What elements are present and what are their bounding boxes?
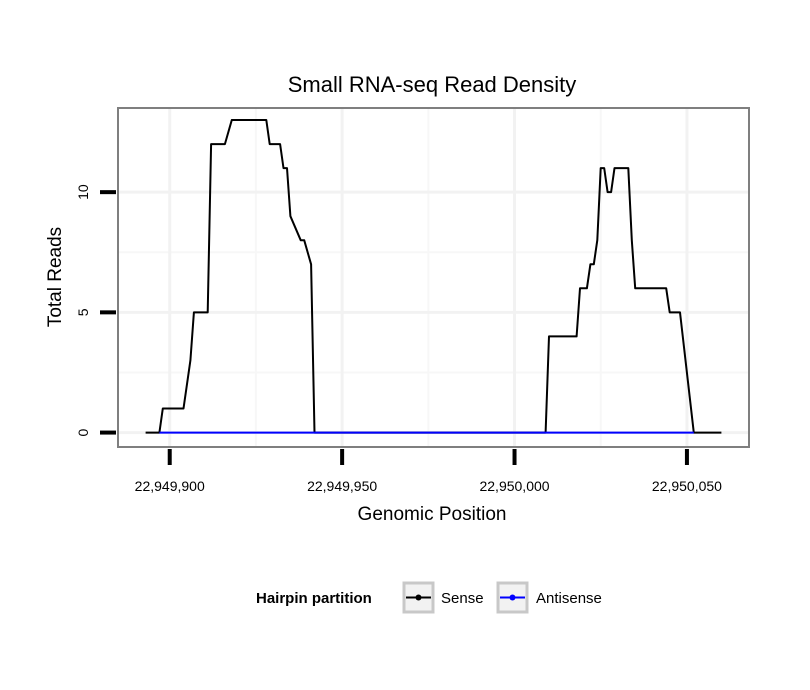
plot-border xyxy=(117,107,750,448)
y-tick-label: 5 xyxy=(75,308,91,316)
legend-point-antisense xyxy=(509,594,516,601)
legend: Hairpin partition Sense Antisense xyxy=(256,581,602,614)
y-axis-label: Total Reads xyxy=(45,227,66,327)
chart-title: Small RNA-seq Read Density xyxy=(288,72,577,97)
series-layer xyxy=(145,119,722,434)
legend-title: Hairpin partition xyxy=(256,590,372,607)
legend-label-sense: Sense xyxy=(441,590,484,607)
y-tick-label: 10 xyxy=(75,184,91,200)
x-tick-label: 22,949,900 xyxy=(135,478,205,494)
x-tick-label: 22,950,000 xyxy=(479,478,549,494)
plot-panel xyxy=(118,108,749,447)
axis-ticks: 22,949,900 22,949,950 22,950,000 22,950,050… xyxy=(75,184,722,494)
x-tick-label: 22,949,950 xyxy=(307,478,377,494)
x-axis-label: Genomic Position xyxy=(358,504,507,525)
y-tick-label: 0 xyxy=(75,428,91,436)
legend-label-antisense: Antisense xyxy=(536,590,602,607)
legend-point-sense xyxy=(415,594,422,601)
series-line-sense xyxy=(145,119,722,434)
x-tick-label: 22,950,050 xyxy=(652,478,722,494)
